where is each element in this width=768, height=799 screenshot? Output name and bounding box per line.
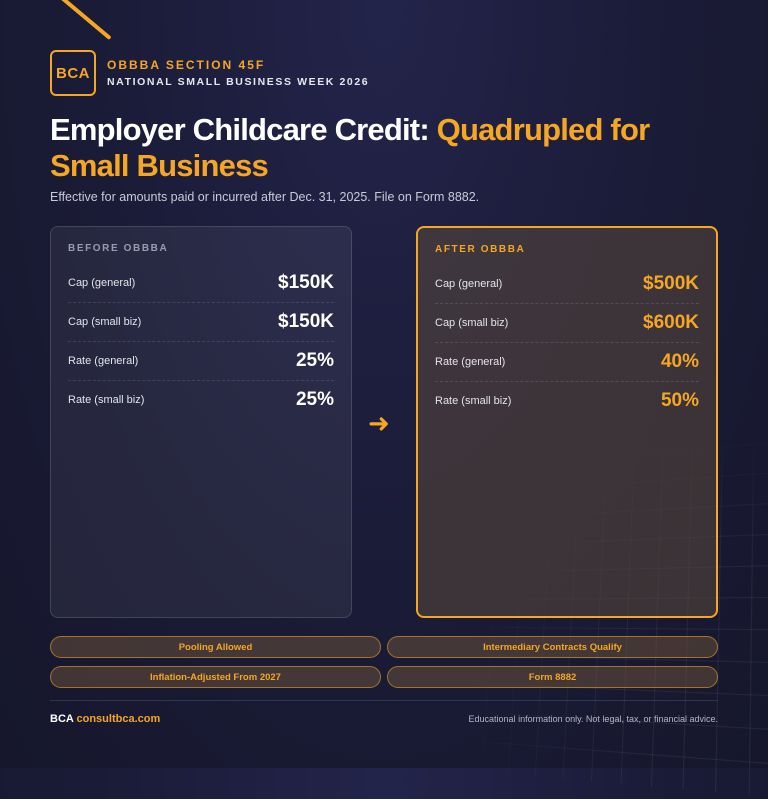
- before-row: Cap (general) $150K: [68, 264, 334, 303]
- row-label: Rate (general): [435, 356, 506, 368]
- before-card-label: BEFORE OBBBA: [68, 243, 169, 254]
- before-row: Cap (small biz) $150K: [68, 303, 334, 342]
- after-row: Rate (small biz) 50%: [435, 382, 699, 420]
- row-value: 50%: [660, 390, 699, 411]
- row-value: $150K: [278, 272, 334, 293]
- after-row: Cap (small biz) $600K: [435, 304, 699, 343]
- arrow-right-icon: ➜: [368, 408, 390, 438]
- before-row: Rate (general) 25%: [68, 342, 334, 381]
- footer-divider: [50, 700, 718, 701]
- row-label: Rate (small biz): [68, 394, 145, 406]
- feature-pill-intermediary: Intermediary Contracts Qualify: [387, 636, 718, 658]
- feature-pill-pooling: Pooling Allowed: [50, 636, 381, 658]
- page-subtitle: Effective for amounts paid or incurred a…: [50, 190, 480, 204]
- row-label: Cap (general): [68, 277, 136, 289]
- row-label: Cap (general): [435, 278, 503, 290]
- footer-disclaimer: Educational information only. Not legal,…: [468, 714, 718, 724]
- title-accent: Quadrupled for Small Business: [50, 112, 650, 183]
- before-card: BEFORE OBBBA Cap (general) $150K Cap (sm…: [50, 226, 352, 618]
- row-value: $600K: [643, 312, 699, 333]
- footer-brand: BCA consultbca.com: [50, 713, 160, 725]
- row-label: Rate (small biz): [435, 395, 512, 407]
- page-title: Employer Childcare Credit: Quadrupled fo…: [50, 112, 730, 184]
- after-card: AFTER OBBBA Cap (general) $500K Cap (sma…: [416, 226, 718, 618]
- footer-brand-name: BCA: [50, 713, 74, 725]
- logo-text: BCA: [56, 64, 90, 82]
- brand-logo: BCA: [50, 50, 96, 96]
- row-label: Rate (general): [68, 355, 139, 367]
- feature-pill-form: Form 8882: [387, 666, 718, 688]
- row-value: 40%: [660, 351, 699, 372]
- after-row: Cap (general) $500K: [435, 265, 699, 304]
- after-card-label: AFTER OBBBA: [435, 244, 526, 255]
- row-label: Cap (small biz): [435, 317, 509, 329]
- feature-pill-inflation: Inflation-Adjusted From 2027: [50, 666, 381, 688]
- row-label: Cap (small biz): [68, 316, 142, 328]
- title-main: Employer Childcare Credit:: [50, 112, 437, 147]
- after-row: Rate (general) 40%: [435, 343, 699, 382]
- row-value: $150K: [278, 311, 334, 332]
- accent-slash-decoration: [55, 0, 112, 41]
- footer-url-link[interactable]: consultbca.com: [76, 713, 161, 725]
- row-value: $500K: [643, 273, 699, 294]
- section-kicker: OBBBA SECTION 45F: [107, 58, 266, 72]
- row-value: 25%: [295, 350, 334, 371]
- row-value: 25%: [295, 389, 334, 410]
- before-row: Rate (small biz) 25%: [68, 381, 334, 419]
- event-name: NATIONAL SMALL BUSINESS WEEK 2026: [107, 76, 370, 88]
